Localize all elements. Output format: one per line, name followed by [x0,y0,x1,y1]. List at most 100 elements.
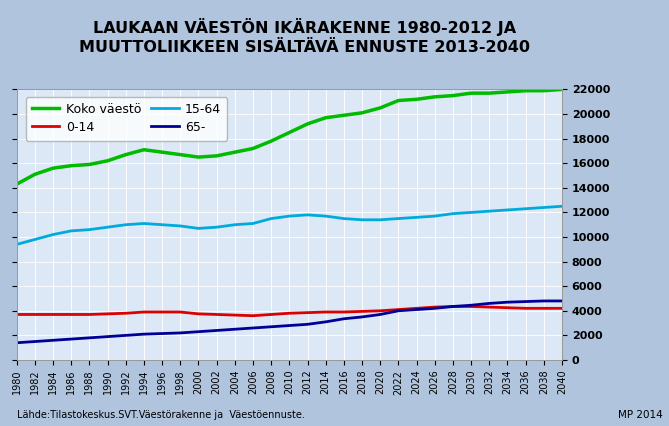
15-64 [267,216,275,221]
65- [376,312,384,317]
Line: 65-: 65- [17,301,562,343]
Koko väestö [49,166,57,171]
65- [140,331,148,337]
15-64 [376,217,384,222]
65- [485,301,493,306]
Koko väestö [413,97,421,102]
Text: LAUKAAN VÄESTÖN IKÄRAKENNE 1980-2012 JA
MUUTTOLIIKKEEN SISÄLTÄVÄ ENNUSTE 2013-20: LAUKAAN VÄESTÖN IKÄRAKENNE 1980-2012 JA … [79,18,530,55]
Koko väestö [86,162,94,167]
0-14 [522,306,530,311]
15-64 [231,222,239,227]
Koko väestö [267,138,275,144]
0-14 [195,311,203,317]
Koko väestö [140,147,148,152]
65- [86,335,94,340]
15-64 [485,209,493,214]
15-64 [67,228,75,233]
65- [49,338,57,343]
Line: 0-14: 0-14 [17,306,562,316]
Line: 15-64: 15-64 [17,206,562,245]
Koko väestö [104,158,112,163]
15-64 [140,221,148,226]
65- [267,324,275,329]
65- [213,328,221,333]
65- [558,298,566,303]
15-64 [31,237,39,242]
15-64 [358,217,366,222]
0-14 [413,306,421,311]
Koko väestö [485,91,493,96]
15-64 [449,211,457,216]
15-64 [340,216,348,221]
15-64 [540,205,548,210]
0-14 [176,309,184,314]
65- [322,320,330,325]
Koko väestö [522,88,530,93]
Koko väestö [213,153,221,158]
Koko väestö [122,152,130,157]
65- [449,304,457,309]
Koko väestö [467,91,475,96]
65- [467,303,475,308]
0-14 [231,313,239,318]
15-64 [394,216,402,221]
65- [67,337,75,342]
15-64 [104,225,112,230]
0-14 [285,311,293,316]
65- [104,334,112,339]
0-14 [558,306,566,311]
65- [231,327,239,332]
Koko väestö [158,150,166,155]
15-64 [49,232,57,237]
Legend: Koko väestö, 0-14, 15-64, 65-: Koko väestö, 0-14, 15-64, 65- [25,97,227,141]
0-14 [158,309,166,314]
15-64 [213,225,221,230]
15-64 [122,222,130,227]
0-14 [394,307,402,312]
0-14 [249,313,257,318]
Koko väestö [431,94,439,99]
Koko väestö [249,146,257,151]
65- [285,323,293,328]
15-64 [285,213,293,219]
Koko väestö [558,87,566,92]
65- [13,340,21,345]
Koko väestö [285,130,293,135]
15-64 [249,221,257,226]
Text: Lähde:Tilastokeskus.SVT.Väestörakenne ja  Väestöennuste.: Lähde:Tilastokeskus.SVT.Väestörakenne ja… [17,410,304,420]
15-64 [13,242,21,247]
65- [158,331,166,336]
65- [340,316,348,321]
15-64 [431,213,439,219]
65- [394,308,402,314]
15-64 [322,213,330,219]
Koko väestö [195,155,203,160]
0-14 [449,304,457,309]
15-64 [86,227,94,232]
0-14 [431,305,439,310]
65- [522,299,530,304]
15-64 [304,212,312,217]
Text: MP 2014: MP 2014 [617,410,662,420]
0-14 [49,312,57,317]
65- [176,331,184,336]
65- [195,329,203,334]
Koko väestö [376,105,384,110]
Koko väestö [31,172,39,177]
65- [122,333,130,338]
0-14 [340,309,348,314]
0-14 [104,311,112,317]
65- [249,325,257,331]
0-14 [86,312,94,317]
65- [31,339,39,344]
15-64 [158,222,166,227]
15-64 [176,223,184,228]
0-14 [503,305,511,310]
0-14 [13,312,21,317]
15-64 [413,215,421,220]
0-14 [540,306,548,311]
Koko väestö [540,88,548,93]
0-14 [485,305,493,310]
65- [540,298,548,303]
Koko väestö [449,93,457,98]
